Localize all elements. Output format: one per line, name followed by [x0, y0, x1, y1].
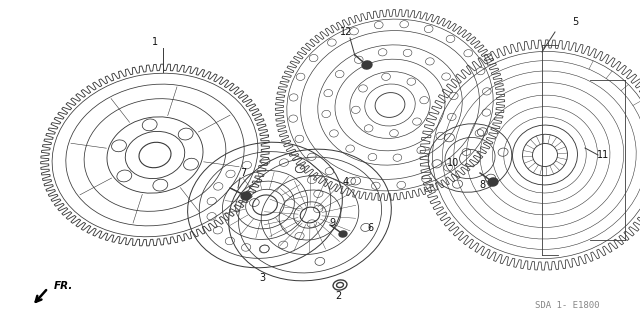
- Ellipse shape: [429, 48, 640, 262]
- Ellipse shape: [488, 178, 498, 186]
- Text: 3: 3: [259, 273, 265, 283]
- Ellipse shape: [228, 149, 391, 281]
- Text: 1: 1: [152, 37, 158, 47]
- Text: 9: 9: [329, 218, 335, 228]
- Text: 12: 12: [340, 27, 352, 37]
- Text: FR.: FR.: [54, 281, 74, 291]
- Ellipse shape: [339, 231, 347, 237]
- Text: 11: 11: [597, 150, 609, 160]
- Ellipse shape: [428, 124, 512, 192]
- Text: 2: 2: [335, 291, 341, 301]
- Text: 4: 4: [343, 177, 349, 187]
- Ellipse shape: [362, 61, 372, 69]
- Text: 8: 8: [479, 180, 485, 190]
- Text: 10: 10: [447, 158, 459, 168]
- Text: 7: 7: [240, 168, 246, 178]
- Text: 6: 6: [367, 223, 373, 233]
- Ellipse shape: [49, 70, 261, 240]
- Ellipse shape: [241, 192, 251, 200]
- Ellipse shape: [284, 16, 497, 194]
- Text: 5: 5: [572, 17, 578, 27]
- Text: SDA 1- E1800: SDA 1- E1800: [535, 300, 600, 309]
- Ellipse shape: [188, 142, 342, 268]
